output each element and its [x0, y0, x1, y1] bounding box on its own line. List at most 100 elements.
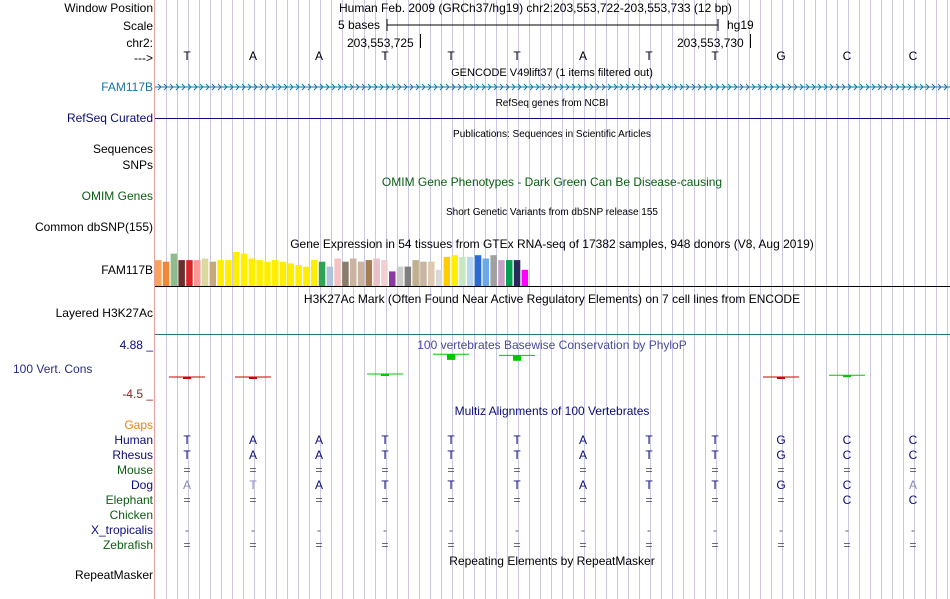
multiz-species-label[interactable]: Zebrafish — [102, 538, 153, 552]
gtex-tissue-bar — [279, 261, 287, 286]
multiz-aligned-base: - — [779, 523, 783, 537]
strand-chevron — [499, 83, 504, 91]
phylop-track-label[interactable]: 100 Vert. Cons — [13, 362, 93, 376]
gtex-bar-chart[interactable] — [155, 250, 555, 287]
snps-track-label[interactable]: SNPs — [122, 158, 153, 172]
strand-chevron — [781, 83, 786, 91]
refseq-track-label[interactable]: RefSeq Curated — [66, 111, 153, 125]
phylop-score-mark — [777, 377, 785, 379]
strand-chevron — [913, 83, 918, 91]
multiz-aligned-base: = — [645, 538, 653, 552]
multiz-aligned-base: - — [911, 523, 915, 537]
multiz-species-label[interactable]: Dog — [130, 478, 153, 492]
strand-chevron — [175, 83, 180, 91]
multiz-aligned-base: G — [776, 433, 786, 447]
reference-base: C — [908, 49, 918, 63]
strand-chevron — [529, 83, 534, 91]
multiz-aligned-base: T — [447, 448, 455, 462]
multiz-species-label[interactable]: Human — [114, 433, 153, 447]
multiz-species-label[interactable]: Rhesus — [112, 448, 153, 462]
gtex-tissue-bar — [467, 256, 474, 286]
strand-chevron — [193, 83, 198, 91]
gaps-track-label[interactable]: Gaps — [124, 418, 153, 432]
phylop-score-mark — [183, 377, 191, 379]
multiz-aligned-base: - — [383, 523, 387, 537]
strand-chevron — [805, 83, 810, 91]
gtex-tissue-bar — [412, 260, 419, 286]
strand-chevron — [343, 83, 348, 91]
strand-chevron — [415, 83, 420, 91]
strand-chevron — [235, 83, 240, 91]
gtex-tissue-bar — [178, 260, 185, 286]
strand-chevron — [811, 83, 816, 91]
phylop-max-label: 4.88 _ — [119, 338, 153, 352]
scale-label: Scale — [122, 19, 153, 33]
strand-chevron — [829, 83, 834, 91]
multiz-aligned-base: A — [314, 448, 323, 462]
gtex-tissue-bar — [506, 260, 513, 286]
multiz-species-label[interactable]: Mouse — [116, 463, 153, 477]
strand-chevron — [685, 83, 690, 91]
repeatmasker-track-title: Repeating Elements by RepeatMasker — [449, 554, 655, 568]
strand-chevron — [385, 83, 390, 91]
strand-chevron — [223, 83, 228, 91]
multiz-aligned-base: = — [777, 538, 785, 552]
sequences-track-label[interactable]: Sequences — [92, 142, 153, 156]
gtex-track-label[interactable]: FAM117B — [101, 263, 153, 277]
multiz-aligned-base: - — [185, 523, 189, 537]
strand-chevron — [481, 83, 486, 91]
multiz-aligned-base: = — [909, 538, 917, 552]
refseq-track-title: RefSeq genes from NCBI — [495, 98, 609, 109]
gtex-tissue-bar — [420, 261, 427, 286]
multiz-aligned-base: A — [248, 433, 257, 447]
strand-chevron — [433, 83, 438, 91]
strand-chevron — [457, 83, 462, 91]
gtex-tissue-bar — [350, 258, 357, 286]
multiz-aligned-base: A — [578, 433, 587, 447]
multiz-aligned-base: - — [251, 523, 255, 537]
gtex-baseline — [155, 286, 950, 287]
strand-chevron — [757, 83, 762, 91]
strand-chevron — [637, 83, 642, 91]
omim-track-label[interactable]: OMIM Genes — [81, 189, 153, 203]
dbsnp-track-label[interactable]: Common dbSNP(155) — [34, 220, 153, 234]
strand-chevron — [697, 83, 702, 91]
gtex-tissue-bar — [521, 269, 529, 286]
multiz-aligned-base: A — [182, 478, 191, 492]
multiz-aligned-base: = — [249, 463, 257, 477]
multiz-aligned-base: = — [315, 463, 323, 477]
multiz-aligned-base: T — [513, 448, 521, 462]
multiz-aligned-base: A — [314, 433, 323, 447]
strand-chevron — [313, 83, 318, 91]
multiz-species-label[interactable]: Elephant — [105, 493, 153, 507]
gtex-tissue-bar — [311, 260, 318, 286]
strand-chevron — [865, 83, 870, 91]
gtex-tissue-bar — [170, 253, 178, 286]
multiz-aligned-base: - — [449, 523, 453, 537]
multiz-aligned-base: = — [711, 463, 719, 477]
gtex-tissue-bar — [155, 260, 162, 286]
multiz-aligned-base: = — [909, 463, 917, 477]
strand-chevron — [649, 83, 654, 91]
h3k27ac-signal-line — [155, 334, 950, 335]
multiz-aligned-base: = — [381, 538, 389, 552]
multiz-aligned-base: C — [908, 433, 918, 447]
strand-chevron — [643, 83, 648, 91]
multiz-species-label[interactable]: Chicken — [109, 508, 153, 522]
gencode-track-label[interactable]: FAM117B — [101, 80, 153, 94]
scale-value: 5 bases — [338, 18, 381, 32]
gencode-gene-feature[interactable] — [155, 80, 950, 94]
repeatmasker-track-label[interactable]: RepeatMasker — [74, 568, 153, 582]
multiz-aligned-base: = — [447, 463, 455, 477]
strand-chevron — [475, 83, 480, 91]
strand-chevron — [799, 83, 804, 91]
strand-chevron — [277, 83, 282, 91]
gencode-track-title: GENCODE V49lift37 (1 items filtered out) — [451, 67, 653, 79]
refseq-gene-line[interactable] — [155, 118, 950, 119]
multiz-species-label[interactable]: X_tropicalis — [90, 523, 153, 537]
h3k27ac-track-label[interactable]: Layered H3K27Ac — [55, 306, 153, 320]
strand-chevron — [187, 83, 192, 91]
strand-chevron — [487, 83, 492, 91]
strand-chevron — [607, 83, 612, 91]
multiz-aligned-base: C — [842, 433, 852, 447]
